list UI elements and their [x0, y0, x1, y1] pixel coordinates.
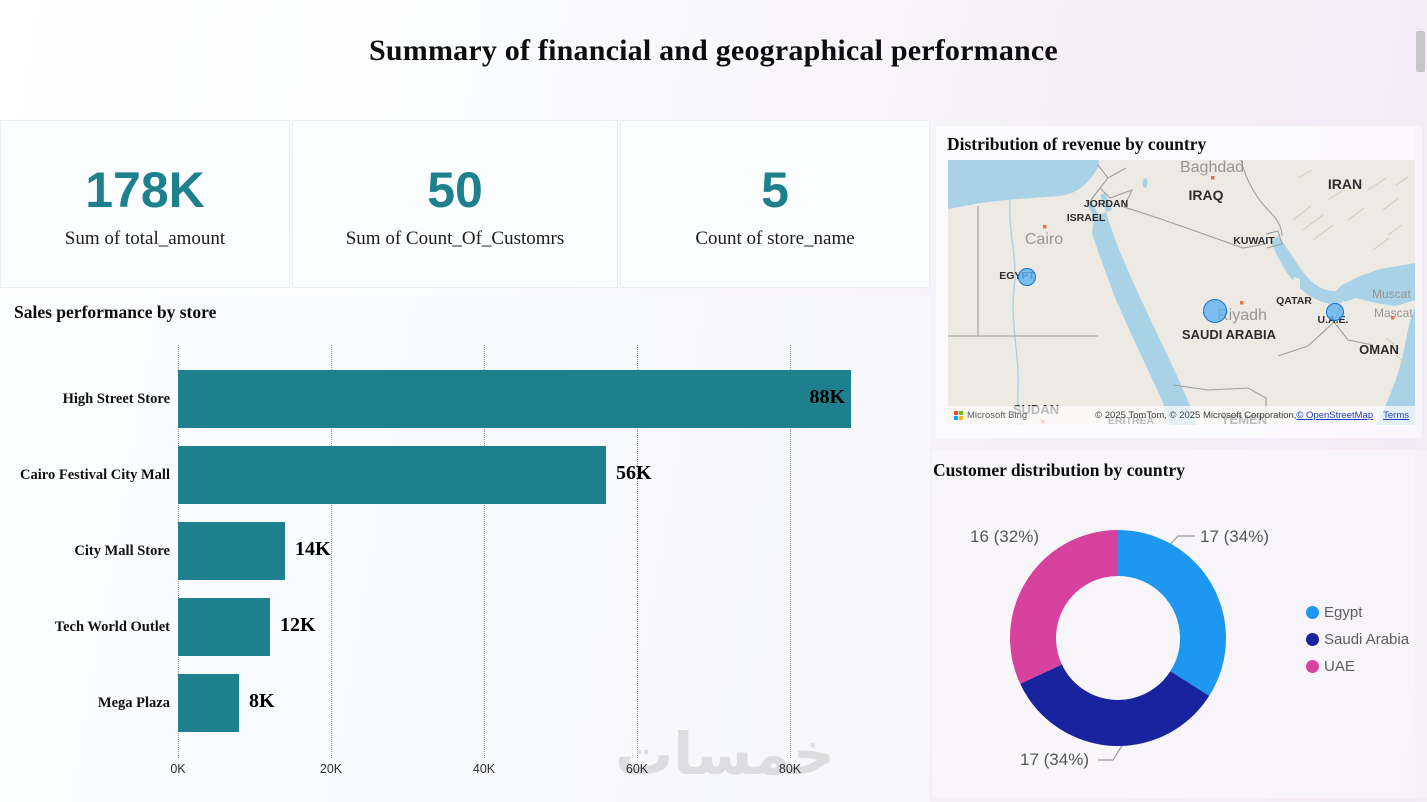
openstreetmap-link[interactable]: © OpenStreetMap — [1296, 410, 1374, 421]
arabian-sea — [1376, 308, 1415, 425]
map-attribution: Microsoft Bing © 2025 TomTom, © 2025 Mic… — [948, 406, 1415, 425]
legend-dot-egypt — [1306, 606, 1319, 619]
bar-value-city-mall: 14K — [295, 538, 331, 560]
map-label-muscat: Muscat — [1372, 287, 1411, 301]
map-label-baghdad: Baghdad — [1180, 160, 1244, 176]
gulf-of-oman — [1342, 263, 1415, 306]
microsoft-logo-icon — [954, 411, 963, 420]
donut-label-egypt: 17 (34%) — [1200, 527, 1269, 546]
terms-link[interactable]: Terms — [1383, 410, 1409, 421]
bar-value-tech-world: 12K — [280, 614, 316, 636]
capital-dot-baghdad — [1211, 176, 1215, 180]
map-canvas[interactable]: Baghdad Cairo Riyadh Muscat Mascat IRAQ … — [948, 160, 1415, 425]
legend-label-egypt: Egypt — [1324, 604, 1363, 621]
gridline-40k — [484, 345, 485, 758]
bar-high-street[interactable] — [178, 370, 851, 428]
bar-value-cairo-festival: 56K — [616, 462, 652, 484]
map-label-oman: OMAN — [1359, 342, 1399, 357]
capital-dot-riyadh — [1240, 301, 1244, 305]
mountain-texture — [1292, 169, 1409, 365]
kpi-label-customer-count: Sum of Count_Of_Customrs — [345, 228, 565, 249]
map-label-qatar: QATAR — [1276, 295, 1312, 307]
bar-value-high-street: 88K — [809, 386, 845, 408]
donut-chart-card: Customer distribution by country 16 (32%… — [932, 450, 1427, 798]
kpi-label-store-count: Count of store_name — [695, 228, 855, 249]
scrollbar-track[interactable] — [1415, 0, 1427, 802]
bing-logo-text: Microsoft Bing — [967, 410, 1028, 421]
map-label-iran: IRAN — [1328, 176, 1362, 192]
xtick-0k: 0K — [170, 762, 186, 776]
donut-chart-title: Customer distribution by country — [933, 460, 1185, 480]
country-borders — [948, 160, 1374, 412]
red-sea — [1092, 212, 1196, 425]
donut-label-uae: 16 (32%) — [970, 527, 1039, 546]
kpi-card-customer-count: 50 Sum of Count_Of_Customrs — [292, 120, 618, 288]
gridline-20k — [331, 345, 332, 758]
gridline-60k — [637, 345, 638, 758]
map-label-riyadh: Riyadh — [1217, 307, 1267, 324]
nile-river — [1009, 199, 1023, 425]
capital-dot-muscat — [1391, 316, 1395, 320]
persian-gulf — [1271, 236, 1346, 305]
bar-city-mall[interactable] — [178, 522, 285, 580]
donut-slice-saudi-arabia[interactable] — [1008, 528, 1228, 748]
legend-label-uae: UAE — [1324, 658, 1355, 675]
kpi-label-total-amount: Sum of total_amount — [64, 228, 226, 249]
map-copyright: © 2025 TomTom, © 2025 Microsoft Corporat… — [1095, 410, 1297, 421]
bar-mega-plaza[interactable] — [178, 674, 239, 732]
xtick-80k: 80K — [778, 762, 802, 776]
kpi-card-store-count: 5 Count of store_name — [620, 120, 930, 288]
donut-chart — [1008, 528, 1228, 748]
map-label-israel: ISRAEL — [1067, 212, 1106, 224]
bar-category-city-mall: City Mall Store — [74, 543, 170, 559]
map-title: Distribution of revenue by country — [947, 134, 1207, 154]
bar-value-mega-plaza: 8K — [249, 690, 275, 712]
map-label-jordan: JORDAN — [1084, 198, 1128, 210]
xtick-40k: 40K — [472, 762, 496, 776]
middle-east-map: Baghdad Cairo Riyadh Muscat Mascat IRAQ … — [948, 160, 1415, 425]
bar-cairo-festival[interactable] — [178, 446, 606, 504]
map-label-mascat: Mascat — [1374, 306, 1413, 320]
donut-label-saudi-arabia: 17 (34%) — [1020, 750, 1089, 769]
bar-tech-world[interactable] — [178, 598, 270, 656]
xtick-60k: 60K — [625, 762, 649, 776]
bar-category-tech-world: Tech World Outlet — [54, 619, 170, 635]
map-label-saudi-arabia: SAUDI ARABIA — [1182, 327, 1277, 342]
revenue-bubble-uae[interactable] — [1326, 303, 1344, 321]
bar-category-high-street: High Street Store — [62, 391, 170, 407]
map-label-iraq: IRAQ — [1189, 187, 1224, 203]
map-label-kuwait: KUWAIT — [1233, 235, 1275, 247]
gridline-80k — [790, 345, 791, 758]
revenue-bubble-egypt[interactable] — [1018, 268, 1036, 286]
legend-label-saudi-arabia: Saudi Arabia — [1324, 631, 1410, 648]
bar-chart-title: Sales performance by store — [14, 302, 217, 322]
legend-item-saudi-arabia[interactable]: Saudi Arabia — [1306, 626, 1409, 653]
xtick-20k: 20K — [319, 762, 343, 776]
qatar-peninsula — [1290, 277, 1300, 292]
kpi-value-store-count: 5 — [761, 162, 789, 218]
kpi-value-total-amount: 178K — [85, 162, 205, 218]
donut-legend: Egypt Saudi Arabia UAE — [1306, 599, 1409, 680]
gulf-of-suez-aqaba — [1086, 193, 1112, 218]
page-title: Summary of financial and geographical pe… — [369, 34, 1058, 67]
iraq-lake — [1142, 178, 1148, 188]
legend-dot-uae — [1306, 660, 1319, 673]
scrollbar-thumb[interactable] — [1416, 31, 1425, 72]
kpi-card-total-amount: 178K Sum of total_amount — [0, 120, 290, 288]
capital-dot-cairo — [1043, 225, 1047, 229]
khamasat-watermark: خمسات — [615, 720, 835, 788]
map-label-cairo: Cairo — [1025, 231, 1063, 248]
revenue-bubble-riyadh[interactable] — [1203, 299, 1227, 323]
bar-category-mega-plaza: Mega Plaza — [97, 695, 170, 711]
legend-dot-saudi-arabia — [1306, 633, 1319, 646]
legend-item-uae[interactable]: UAE — [1306, 653, 1409, 680]
kpi-value-customer-count: 50 — [427, 162, 483, 218]
donut-slice-uae[interactable] — [1008, 528, 1228, 748]
legend-item-egypt[interactable]: Egypt — [1306, 599, 1409, 626]
bar-category-cairo-festival: Cairo Festival City Mall — [20, 467, 170, 483]
mediterranean-sea — [948, 160, 1099, 209]
